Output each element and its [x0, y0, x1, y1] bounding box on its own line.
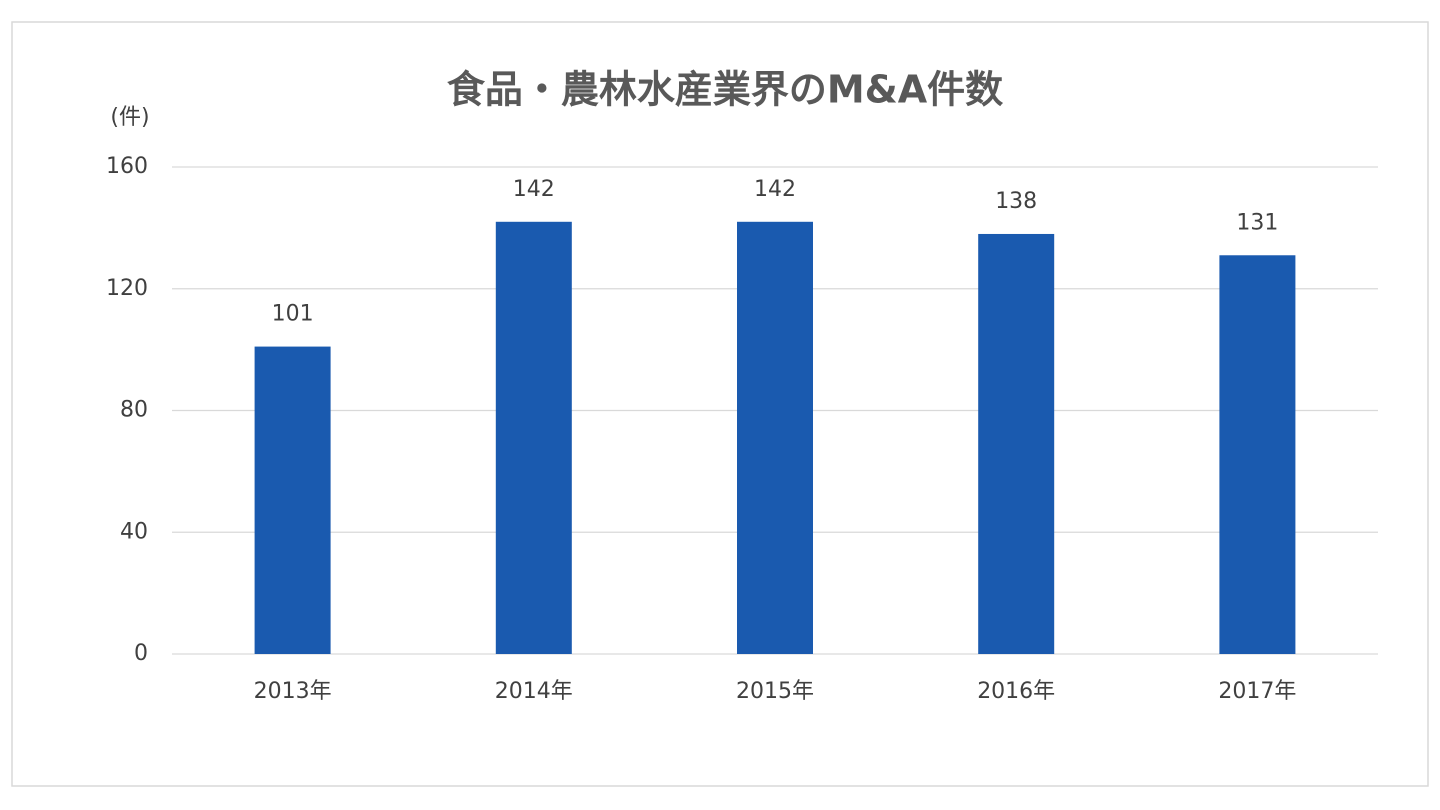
y-tick-label: 40	[120, 519, 148, 544]
bar	[254, 346, 331, 654]
bar	[737, 221, 813, 654]
x-tick-label: 2017年	[1218, 679, 1296, 704]
bar	[978, 233, 1055, 654]
bar	[1219, 255, 1296, 655]
data-label: 101	[272, 302, 314, 327]
chart-title: 食品・農林水産業界のM&A件数	[447, 68, 1003, 112]
x-tick-label: 2014年	[495, 679, 573, 704]
x-tick-label: 2016年	[977, 679, 1055, 704]
y-tick-label: 120	[106, 276, 148, 301]
y-tick-label: 80	[120, 398, 148, 423]
bar	[495, 221, 572, 654]
data-label: 131	[1236, 210, 1278, 235]
data-label: 142	[754, 177, 796, 202]
y-tick-label: 160	[106, 154, 148, 179]
x-tick-label: 2013年	[254, 679, 332, 704]
data-label: 142	[513, 177, 555, 202]
y-tick-label: 0	[134, 641, 148, 666]
y-axis-label: (件)	[110, 105, 149, 130]
x-tick-label: 2015年	[736, 679, 814, 704]
chart-frame	[11, 21, 1429, 787]
data-label: 138	[995, 189, 1037, 214]
